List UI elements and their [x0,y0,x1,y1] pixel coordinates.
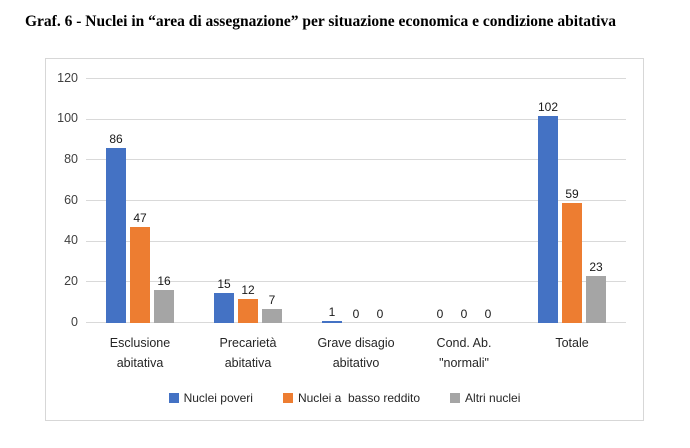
bar-wrap: 0 [370,308,390,323]
gridline-y-60 [86,200,626,201]
gridline-y-40 [86,240,626,242]
bar-wrap: 0 [454,308,474,323]
x-axis-label-2: Grave disagio abitativo [317,336,395,370]
bar-value-label: 86 [109,132,123,147]
x-axis-labels: Esclusione abitativa Precarietà abitativa… [86,333,626,373]
chart-container: 0 20 40 60 80 100 120 86 47 16 15 12 7 1 0 0 0 0 0 102 59 23 … [45,58,644,421]
bar [130,227,150,323]
bar-value-label: 1 [328,304,336,319]
bar-wrap: 0 [430,308,450,323]
legend-item-1: Nuclei a basso reddito [282,391,421,405]
bar-value-label: 0 [352,307,360,321]
bar [538,115,558,323]
bar-value-label: 47 [133,211,147,226]
bar-group-3: 0 0 0 [410,79,518,323]
bar [562,203,582,323]
chart-title: Graf. 6 - Nuclei in “area di assegnazion… [25,13,616,30]
bar-group-4: 102 59 23 [518,79,626,323]
bar-value-label: 23 [589,260,603,275]
bar [106,148,126,323]
y-tick-label-60: 60 [64,192,78,207]
bar-wrap: 0 [478,308,498,323]
bar [322,320,342,323]
bar [586,276,606,323]
y-tick-label-0: 0 [71,314,78,329]
bar-wrap: 15 [214,276,234,323]
x-axis-label-0: Esclusione abitativa [109,336,171,370]
bar [154,290,174,323]
bar-value-label: 12 [241,282,255,297]
bar-value-label: 59 [565,187,579,202]
bar-wrap: 7 [262,294,282,323]
x-axis-label-4: Totale [555,336,589,350]
gridline-y-80 [86,159,626,161]
bar-wrap: 1 [322,306,342,323]
bar [214,292,234,323]
bar-wrap: 0 [346,308,366,323]
y-tick-label-120: 120 [57,70,78,85]
bar-group-1: 15 12 7 [194,79,302,323]
bar-wrap: 59 [562,188,582,323]
plot-area: 0 20 40 60 80 100 120 86 47 16 15 12 7 1 0 0 0 0 0 102 59 23 [57,71,626,328]
bar-group-2: 1 0 0 [302,79,410,323]
x-axis-label-3: Cond. Ab. "normali" [436,336,492,370]
gridline-y-120 [86,78,626,79]
gridline-y-20 [86,281,626,283]
legend-label: Altri nuclei [465,391,521,405]
bar-value-label: 0 [484,307,492,321]
y-tick-label-20: 20 [64,273,78,288]
bar-value-label: 0 [376,307,384,321]
bar-wrap: 86 [106,133,126,323]
bar-wrap: 102 [538,101,558,323]
legend: Nuclei poveri Nuclei a basso reddito Altri… [46,391,643,405]
legend-label: Nuclei poveri [183,391,253,405]
legend-item-2: Altri nuclei [450,391,520,405]
bar-wrap: 47 [130,212,150,323]
bar-wrap: 16 [154,275,174,323]
legend-label: Nuclei a basso reddito [297,391,421,405]
bar-wrap: 23 [586,261,606,323]
y-tick-label-100: 100 [57,111,78,126]
legend-swatch-icon [282,393,293,403]
legend-item-0: Nuclei poveri [168,391,253,405]
bar [238,298,258,323]
bar-value-label: 15 [217,276,231,291]
bar-group-0: 86 47 16 [86,79,194,323]
x-axis-label-1: Precarietà abitativa [219,336,277,370]
legend-swatch-icon [168,393,179,403]
legend-swatch-icon [450,393,461,403]
bar-value-label: 16 [157,274,171,289]
bar-wrap: 12 [238,284,258,323]
y-tick-label-40: 40 [64,233,78,248]
bar-value-label: 102 [537,99,559,114]
bar-value-label: 0 [436,307,444,321]
bar [262,308,282,323]
bar-value-label: 0 [460,307,468,321]
y-tick-label-80: 80 [64,151,78,166]
bar-value-label: 7 [268,292,276,307]
gridline-y-100 [86,118,626,120]
gridline-y-0 [86,322,626,323]
